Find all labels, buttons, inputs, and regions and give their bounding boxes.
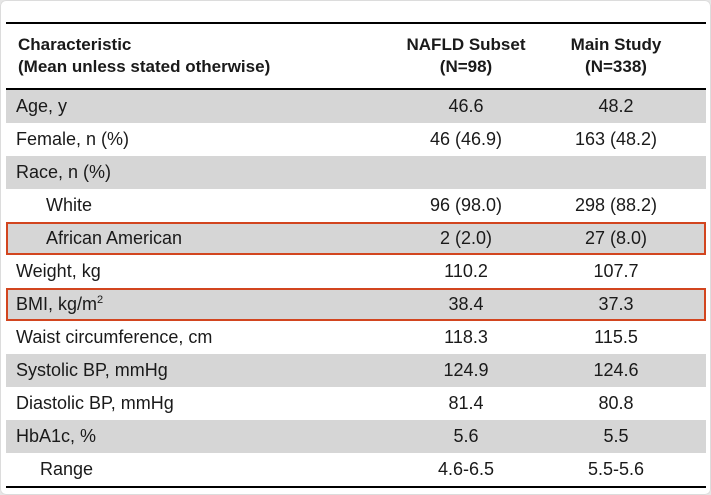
row-label: Weight, kg bbox=[16, 261, 101, 281]
table-header-rule bbox=[6, 88, 706, 90]
table-row-range: Range 4.6-6.5 5.5-5.6 bbox=[6, 453, 706, 486]
header-characteristic: Characteristic (Mean unless stated other… bbox=[6, 34, 386, 78]
table-top-rule bbox=[6, 22, 706, 24]
header-characteristic-line2: (Mean unless stated otherwise) bbox=[18, 57, 271, 76]
table-row-race: Race, n (%) bbox=[6, 156, 706, 189]
header-characteristic-line1: Characteristic bbox=[18, 35, 132, 54]
row-label-bmi: BMI, kg/m2 bbox=[6, 294, 386, 315]
row-label: Systolic BP, mmHg bbox=[16, 360, 168, 380]
header-nafld: NAFLD Subset (N=98) bbox=[386, 34, 546, 78]
row-label: HbA1c, % bbox=[16, 426, 97, 446]
row-main-value: 163 (48.2) bbox=[574, 129, 658, 149]
row-nafld-value: 118.3 bbox=[444, 327, 488, 347]
row-main-value: 37.3 bbox=[598, 294, 634, 314]
row-label: White bbox=[46, 195, 93, 215]
table-row-hba1c: HbA1c, % 5.6 5.5 bbox=[6, 420, 706, 453]
table-row-diastolic: Diastolic BP, mmHg 81.4 80.8 bbox=[6, 387, 706, 420]
table-header: Characteristic (Mean unless stated other… bbox=[6, 24, 706, 88]
table-row-waist: Waist circumference, cm 118.3 115.5 bbox=[6, 321, 706, 354]
row-label: Waist circumference, cm bbox=[16, 327, 213, 347]
table-row-white: White 96 (98.0) 298 (88.2) bbox=[6, 189, 706, 222]
row-nafld-value: 46.6 bbox=[448, 96, 484, 116]
table-bottom-rule bbox=[6, 486, 706, 488]
row-nafld-value: 2 (2.0) bbox=[439, 228, 493, 248]
header-nafld-line1: NAFLD Subset bbox=[406, 35, 526, 54]
table-row-age: Age, y 46.6 48.2 bbox=[6, 90, 706, 123]
header-main-line2: (N=338) bbox=[585, 57, 647, 76]
row-main-value: 124.6 bbox=[593, 360, 639, 380]
row-label: Range bbox=[40, 459, 94, 479]
row-main-value: 80.8 bbox=[598, 393, 634, 413]
table-row-african-american: African American 2 (2.0) 27 (8.0) bbox=[6, 222, 706, 255]
table-row-systolic: Systolic BP, mmHg 124.9 124.6 bbox=[6, 354, 706, 387]
row-label: BMI, kg/m bbox=[16, 294, 98, 314]
row-main-value: 48.2 bbox=[598, 96, 634, 116]
table-row-weight: Weight, kg 110.2 107.7 bbox=[6, 255, 706, 288]
row-label: Diastolic BP, mmHg bbox=[16, 393, 174, 413]
row-label-superscript: 2 bbox=[97, 294, 104, 306]
row-nafld-value: 110.2 bbox=[444, 261, 488, 281]
row-label: African American bbox=[46, 228, 183, 248]
row-main-value: 27 (8.0) bbox=[584, 228, 648, 248]
table-row-female: Female, n (%) 46 (46.9) 163 (48.2) bbox=[6, 123, 706, 156]
row-main-value: 298 (88.2) bbox=[574, 195, 658, 215]
row-nafld-value: 5.6 bbox=[453, 426, 479, 446]
characteristics-table: Characteristic (Mean unless stated other… bbox=[6, 22, 706, 488]
header-nafld-line2: (N=98) bbox=[439, 57, 493, 76]
row-nafld-value: 4.6-6.5 bbox=[437, 459, 495, 479]
row-nafld-value: 38.4 bbox=[448, 294, 484, 314]
row-main-value: 5.5-5.6 bbox=[587, 459, 645, 479]
row-main-value: 5.5 bbox=[603, 426, 629, 446]
row-nafld-value: 81.4 bbox=[448, 393, 484, 413]
header-main-line1: Main Study bbox=[570, 35, 662, 54]
header-main-study: Main Study (N=338) bbox=[546, 34, 686, 78]
row-nafld-value: 46 (46.9) bbox=[429, 129, 503, 149]
row-nafld-value: 96 (98.0) bbox=[429, 195, 503, 215]
row-main-value: 107.7 bbox=[593, 261, 639, 281]
table-row-bmi: BMI, kg/m2 38.4 37.3 bbox=[6, 288, 706, 321]
row-label: Age, y bbox=[16, 96, 68, 116]
row-label: Race, n (%) bbox=[16, 162, 112, 182]
row-nafld-value: 124.9 bbox=[443, 360, 489, 380]
row-main-value: 115.5 bbox=[594, 327, 638, 347]
row-label: Female, n (%) bbox=[16, 129, 130, 149]
